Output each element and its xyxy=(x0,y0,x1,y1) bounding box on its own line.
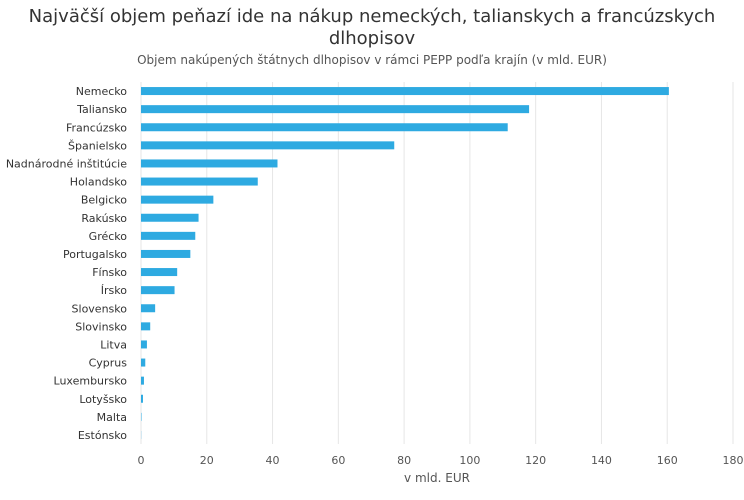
bar xyxy=(141,195,214,204)
bar xyxy=(141,231,196,240)
category-label: Slovensko xyxy=(72,302,128,315)
x-tick-label: 60 xyxy=(331,454,345,467)
category-label: Holandsko xyxy=(70,176,127,189)
category-label: Francúzsko xyxy=(66,121,127,134)
category-label: Grécko xyxy=(89,230,128,243)
bars xyxy=(141,87,669,439)
category-label: Rakúsko xyxy=(81,212,127,225)
category-label: Luxembursko xyxy=(54,375,128,388)
x-tick-label: 40 xyxy=(266,454,280,467)
grid-lines xyxy=(140,82,734,444)
x-tick-label: 100 xyxy=(459,454,480,467)
chart-subtitle: Objem nakúpených štátnych dlhopisov v rá… xyxy=(137,53,607,67)
category-labels: Nemecko Taliansko Francúzsko Španielsko Nadn… xyxy=(6,85,127,442)
category-label: Malta xyxy=(97,411,127,424)
bar xyxy=(141,322,151,331)
bar xyxy=(141,286,175,295)
bar xyxy=(141,105,530,114)
bar xyxy=(141,268,178,277)
x-tick-label: 0 xyxy=(138,454,145,467)
category-label: Fínsko xyxy=(92,266,127,279)
x-tick-label: 80 xyxy=(397,454,411,467)
category-label: Estónsko xyxy=(78,429,127,442)
x-tick-label: 180 xyxy=(723,454,744,467)
category-label: Nadnárodné inštitúcie xyxy=(6,157,127,170)
bar xyxy=(141,340,147,349)
bar xyxy=(141,141,395,150)
bar xyxy=(141,376,144,385)
bar xyxy=(141,304,156,313)
category-label: Portugalsko xyxy=(63,248,127,261)
bar xyxy=(141,177,258,186)
x-tick-label: 140 xyxy=(591,454,612,467)
category-label: Írsko xyxy=(101,284,127,297)
category-label: Belgicko xyxy=(81,194,127,207)
category-label: Nemecko xyxy=(76,85,128,98)
bar xyxy=(141,394,143,403)
x-axis-title: v mld. EUR xyxy=(404,471,470,485)
category-label: Litva xyxy=(100,338,127,351)
bar xyxy=(141,159,278,168)
x-tick-label: 20 xyxy=(200,454,214,467)
bar xyxy=(141,123,508,132)
bar xyxy=(141,87,669,96)
category-label: Cyprus xyxy=(89,357,128,370)
category-label: Lotyšsko xyxy=(79,393,127,406)
category-label: Španielsko xyxy=(68,139,127,152)
category-label: Slovinsko xyxy=(75,320,127,333)
category-label: Taliansko xyxy=(76,103,127,116)
bar xyxy=(141,358,146,367)
bar xyxy=(141,213,199,222)
x-tick-label: 120 xyxy=(525,454,546,467)
chart-title: Najväčší objem peňazí ide na nákup nemec… xyxy=(28,6,716,49)
x-tick-labels: 0 20 40 60 80 100 120 140 160 180 xyxy=(138,454,744,467)
x-tick-label: 160 xyxy=(657,454,678,467)
bar xyxy=(141,249,191,258)
